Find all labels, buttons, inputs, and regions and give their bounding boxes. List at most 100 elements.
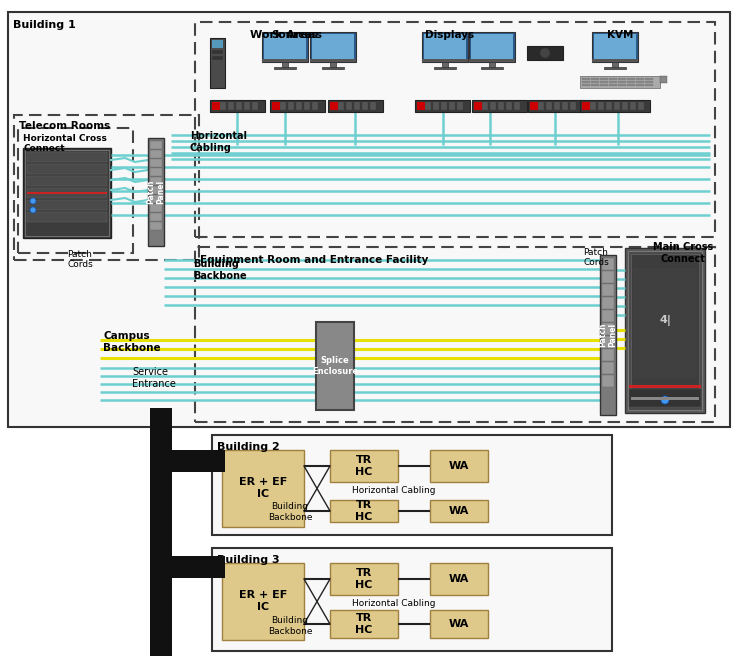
- Text: Building 2: Building 2: [217, 442, 280, 452]
- Bar: [660, 76, 667, 83]
- Bar: [630, 102, 636, 110]
- Bar: [27, 176, 107, 186]
- Bar: [150, 450, 225, 472]
- Bar: [602, 323, 614, 335]
- Bar: [612, 62, 618, 67]
- Circle shape: [661, 396, 669, 404]
- Bar: [27, 152, 107, 162]
- Bar: [23, 148, 111, 238]
- Bar: [330, 610, 398, 638]
- Bar: [274, 67, 296, 69]
- Text: WA: WA: [449, 506, 469, 516]
- Bar: [222, 450, 304, 527]
- Bar: [148, 138, 164, 246]
- Bar: [272, 102, 278, 110]
- Bar: [582, 78, 590, 80]
- Bar: [449, 102, 455, 110]
- Bar: [442, 62, 448, 67]
- Text: WA: WA: [449, 461, 469, 471]
- Bar: [600, 81, 608, 83]
- Text: Patch
Panel: Patch Panel: [599, 323, 618, 348]
- Bar: [629, 389, 701, 407]
- Bar: [430, 450, 488, 482]
- Bar: [528, 100, 583, 112]
- Bar: [602, 349, 614, 361]
- Bar: [415, 100, 470, 112]
- Bar: [430, 500, 488, 522]
- Bar: [636, 78, 644, 80]
- Bar: [362, 102, 368, 110]
- Bar: [210, 100, 265, 112]
- Bar: [618, 78, 626, 80]
- Bar: [296, 102, 302, 110]
- Bar: [631, 397, 699, 400]
- Bar: [195, 247, 715, 422]
- Bar: [580, 76, 660, 88]
- Text: ER + EF
IC: ER + EF IC: [239, 477, 287, 499]
- Bar: [272, 102, 280, 110]
- Bar: [150, 168, 162, 176]
- Bar: [150, 556, 225, 578]
- Text: Campus
Backbone: Campus Backbone: [103, 331, 161, 353]
- Bar: [602, 258, 614, 270]
- Text: Building
Backbone: Building Backbone: [268, 502, 312, 522]
- Bar: [604, 67, 626, 69]
- Bar: [622, 102, 628, 110]
- Bar: [457, 102, 463, 110]
- Bar: [212, 40, 223, 48]
- Bar: [212, 50, 223, 54]
- Bar: [236, 102, 242, 110]
- Circle shape: [30, 198, 36, 204]
- Circle shape: [540, 48, 550, 58]
- Bar: [514, 102, 520, 110]
- Bar: [328, 100, 383, 112]
- Bar: [474, 102, 482, 110]
- Bar: [489, 62, 495, 67]
- Bar: [582, 81, 590, 83]
- Bar: [582, 102, 590, 110]
- Bar: [330, 500, 398, 522]
- Bar: [150, 195, 162, 203]
- Bar: [150, 186, 162, 194]
- Bar: [598, 102, 604, 110]
- Bar: [27, 188, 107, 198]
- Bar: [638, 102, 644, 110]
- Bar: [474, 102, 480, 110]
- Bar: [482, 102, 488, 110]
- Text: 4|: 4|: [659, 315, 671, 326]
- Text: Horizontal
Cabling: Horizontal Cabling: [190, 131, 247, 153]
- Bar: [490, 102, 496, 110]
- Bar: [150, 222, 162, 230]
- Bar: [322, 67, 344, 69]
- Bar: [570, 102, 576, 110]
- Bar: [417, 102, 425, 110]
- Bar: [330, 102, 338, 110]
- Text: Horizontal Cabling: Horizontal Cabling: [352, 486, 436, 495]
- Bar: [600, 84, 608, 86]
- Bar: [618, 84, 626, 86]
- Text: Horizontal Cabling: Horizontal Cabling: [352, 599, 436, 608]
- Bar: [546, 102, 552, 110]
- Text: TR
HC: TR HC: [355, 455, 373, 477]
- Bar: [498, 102, 504, 110]
- Bar: [244, 102, 250, 110]
- Bar: [602, 375, 614, 387]
- Text: Displays: Displays: [425, 30, 474, 40]
- Bar: [150, 204, 162, 212]
- Bar: [228, 102, 234, 110]
- Bar: [629, 385, 701, 388]
- Bar: [625, 248, 705, 413]
- Bar: [150, 141, 162, 149]
- Bar: [602, 297, 614, 309]
- Bar: [212, 102, 220, 110]
- Bar: [18, 128, 133, 253]
- Text: Building
Backbone: Building Backbone: [193, 259, 246, 281]
- Bar: [609, 84, 617, 86]
- Bar: [614, 102, 620, 110]
- Bar: [618, 81, 626, 83]
- Text: TR
HC: TR HC: [355, 568, 373, 590]
- Bar: [628, 251, 702, 410]
- Bar: [330, 450, 398, 482]
- Text: Splice
Enclosure: Splice Enclosure: [312, 356, 358, 376]
- Bar: [150, 408, 172, 656]
